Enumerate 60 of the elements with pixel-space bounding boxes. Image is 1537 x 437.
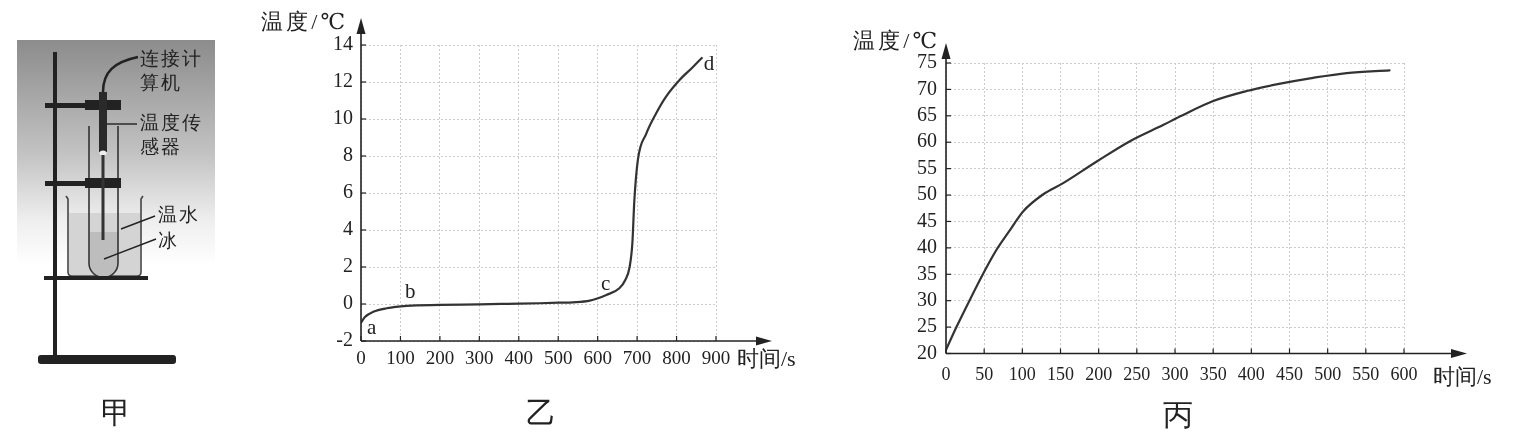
y-tick-label: 75 bbox=[917, 50, 937, 73]
y-tick-label: 35 bbox=[917, 261, 937, 284]
x-tick-label: 450 bbox=[1276, 364, 1303, 385]
x-tick-label: 100 bbox=[386, 347, 415, 369]
y-axis-title: 温度/℃ bbox=[853, 27, 940, 53]
x-tick-label: 150 bbox=[1047, 364, 1074, 385]
y-tick-label: 6 bbox=[343, 180, 353, 203]
x-tick-label: 800 bbox=[662, 347, 691, 369]
text: 甲 bbox=[101, 396, 131, 429]
y-tick-label: 2 bbox=[343, 254, 353, 277]
y-tick-label: 8 bbox=[343, 143, 353, 166]
text: 温度传感器 bbox=[140, 111, 204, 159]
y-tick-label: 50 bbox=[917, 182, 937, 205]
y-axis-title: 温度/℃ bbox=[261, 8, 348, 34]
y-tick-label: 12 bbox=[333, 69, 353, 92]
annotation: c bbox=[600, 271, 611, 296]
x-tick-label: 250 bbox=[1123, 364, 1151, 385]
line-series bbox=[361, 56, 703, 324]
x-tick-label: 300 bbox=[1161, 364, 1189, 385]
annotation: d bbox=[703, 51, 715, 76]
x-tick-label: 700 bbox=[622, 347, 652, 369]
x-tick-label: 400 bbox=[1237, 364, 1265, 385]
text: 冰 bbox=[158, 229, 180, 253]
text: 乙 bbox=[526, 396, 556, 429]
text: 温水 bbox=[158, 203, 201, 227]
y-tick-label: 70 bbox=[917, 76, 937, 99]
x-tick-label: 600 bbox=[1390, 364, 1418, 385]
text: 丙 bbox=[1163, 398, 1193, 431]
annotation: b bbox=[405, 279, 416, 304]
y-tick-label: -2 bbox=[336, 328, 353, 351]
y-tick-label: 4 bbox=[343, 217, 353, 240]
y-tick-label: 55 bbox=[917, 155, 937, 178]
y-tick-label: 45 bbox=[917, 208, 937, 231]
line-series bbox=[946, 69, 1391, 351]
y-tick-label: 20 bbox=[917, 340, 937, 363]
y-tick-label: 10 bbox=[333, 106, 353, 129]
x-tick-label: 200 bbox=[1085, 364, 1113, 385]
x-tick-label: 350 bbox=[1199, 364, 1227, 385]
x-tick-label: 500 bbox=[543, 347, 573, 369]
y-tick-label: 65 bbox=[917, 103, 937, 126]
x-tick-label: 300 bbox=[465, 347, 494, 369]
x-tick-label: 50 bbox=[975, 364, 994, 385]
x-axis-title: 时间/s bbox=[1433, 363, 1492, 389]
x-tick-label: 400 bbox=[504, 347, 534, 369]
x-tick-label: 500 bbox=[1314, 364, 1342, 385]
x-tick-label: 600 bbox=[583, 347, 612, 369]
x-tick-label: 100 bbox=[1008, 364, 1036, 385]
annotation: a bbox=[367, 315, 377, 340]
x-tick-label: 200 bbox=[425, 347, 455, 369]
y-tick-label: 0 bbox=[343, 291, 353, 314]
y-tick-label: 25 bbox=[917, 314, 937, 337]
x-tick-label: 900 bbox=[701, 347, 731, 369]
x-axis-title: 时间/s bbox=[737, 345, 796, 371]
y-tick-label: 14 bbox=[333, 32, 353, 55]
text: 连接计算机 bbox=[140, 47, 204, 95]
y-tick-label: 60 bbox=[917, 129, 937, 152]
x-tick-label: 550 bbox=[1352, 364, 1380, 385]
y-tick-label: 40 bbox=[917, 235, 937, 258]
x-tick-label: 0 bbox=[941, 364, 951, 385]
y-tick-label: 30 bbox=[917, 287, 937, 310]
